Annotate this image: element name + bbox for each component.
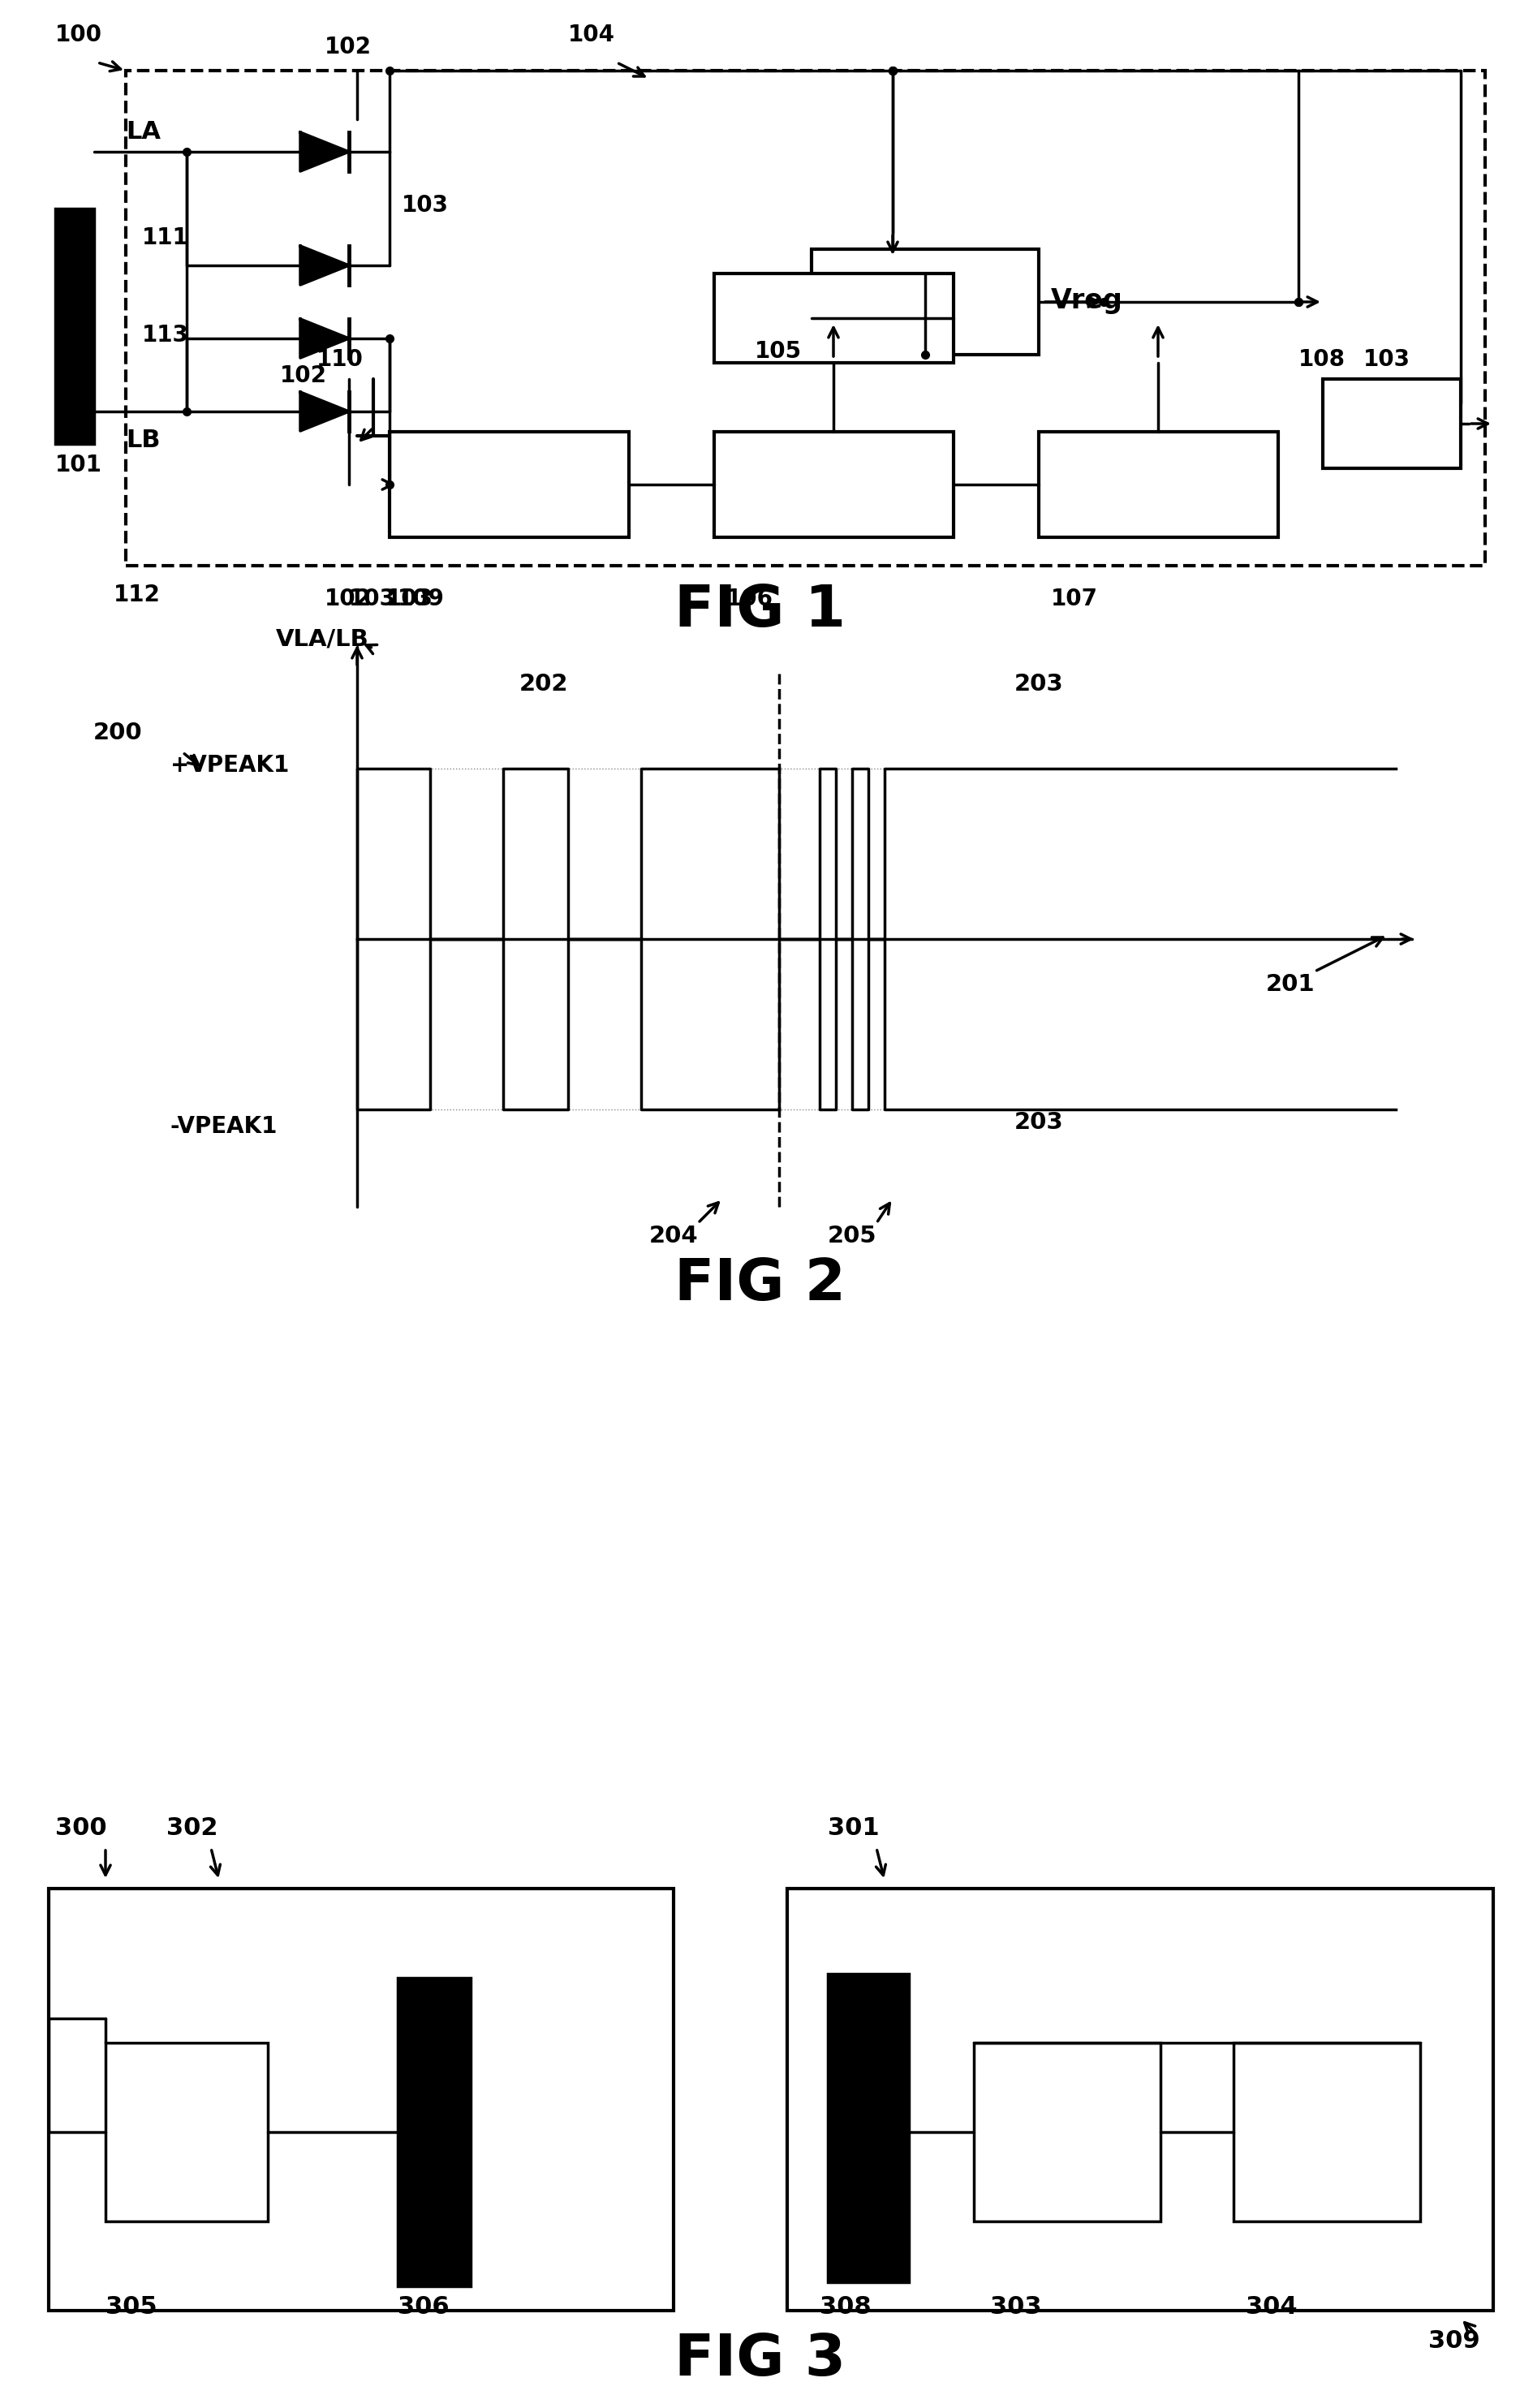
Bar — [55, 209, 94, 443]
Text: 202: 202 — [520, 672, 568, 696]
Bar — [827, 1975, 909, 2283]
Bar — [397, 1977, 470, 2285]
Text: 308: 308 — [819, 2295, 871, 2319]
Bar — [126, 70, 1485, 566]
Text: 306: 306 — [397, 2295, 448, 2319]
Text: 102: 102 — [324, 36, 371, 58]
Text: 105: 105 — [754, 340, 801, 364]
Text: 103: 103 — [401, 195, 448, 217]
Text: 113: 113 — [141, 323, 188, 347]
Text: LB: LB — [126, 429, 160, 453]
Text: 305: 305 — [105, 2295, 157, 2319]
Text: 110: 110 — [316, 349, 363, 371]
Text: FIG 2: FIG 2 — [675, 1257, 845, 1312]
Text: 300: 300 — [55, 1816, 106, 1840]
Bar — [714, 275, 953, 364]
Polygon shape — [299, 132, 348, 171]
Bar — [49, 1888, 673, 2312]
Bar — [812, 248, 1038, 354]
Text: 201: 201 — [1265, 973, 1315, 997]
Bar — [714, 431, 953, 537]
Polygon shape — [299, 246, 348, 284]
Text: 205: 205 — [827, 1226, 877, 1247]
Text: +VPEAK1: +VPEAK1 — [170, 754, 289, 778]
Bar — [105, 2042, 268, 2220]
Text: 302: 302 — [166, 1816, 217, 1840]
Text: 109: 109 — [397, 588, 444, 609]
Text: 104: 104 — [568, 24, 614, 46]
Text: 103: 103 — [386, 588, 433, 609]
Bar — [787, 1888, 1493, 2312]
Bar — [1322, 378, 1461, 467]
Text: 303: 303 — [990, 2295, 1041, 2319]
Bar — [1233, 2042, 1420, 2220]
Text: 107: 107 — [1050, 588, 1097, 609]
Text: 309: 309 — [1427, 2329, 1479, 2353]
Text: 111: 111 — [141, 226, 188, 248]
Text: Vreg: Vreg — [1050, 287, 1122, 313]
Text: 106: 106 — [727, 588, 774, 609]
Text: 101: 101 — [55, 453, 102, 477]
Text: 204: 204 — [649, 1226, 698, 1247]
Text: VLA/LB: VLA/LB — [275, 628, 369, 650]
Text: 200: 200 — [93, 722, 143, 744]
Bar — [973, 2042, 1160, 2220]
Text: 103: 103 — [348, 588, 395, 609]
Text: LA: LA — [126, 120, 161, 144]
Text: 304: 304 — [1245, 2295, 1297, 2319]
Text: 203: 203 — [1014, 672, 1062, 696]
Text: 102: 102 — [324, 588, 371, 609]
Text: FIG 1: FIG 1 — [675, 583, 845, 638]
Polygon shape — [299, 393, 348, 431]
Bar — [1038, 431, 1277, 537]
Text: 108: 108 — [1298, 349, 1345, 371]
Text: -VPEAK1: -VPEAK1 — [170, 1115, 278, 1139]
Text: 112: 112 — [114, 583, 161, 607]
Text: 100: 100 — [55, 24, 102, 46]
Text: 103: 103 — [1362, 349, 1409, 371]
Polygon shape — [299, 318, 348, 359]
Text: FIG 3: FIG 3 — [675, 2331, 845, 2389]
Text: 301: 301 — [827, 1816, 879, 1840]
Text: 102: 102 — [280, 364, 327, 388]
Text: 203: 203 — [1014, 1110, 1062, 1134]
Bar — [389, 431, 629, 537]
